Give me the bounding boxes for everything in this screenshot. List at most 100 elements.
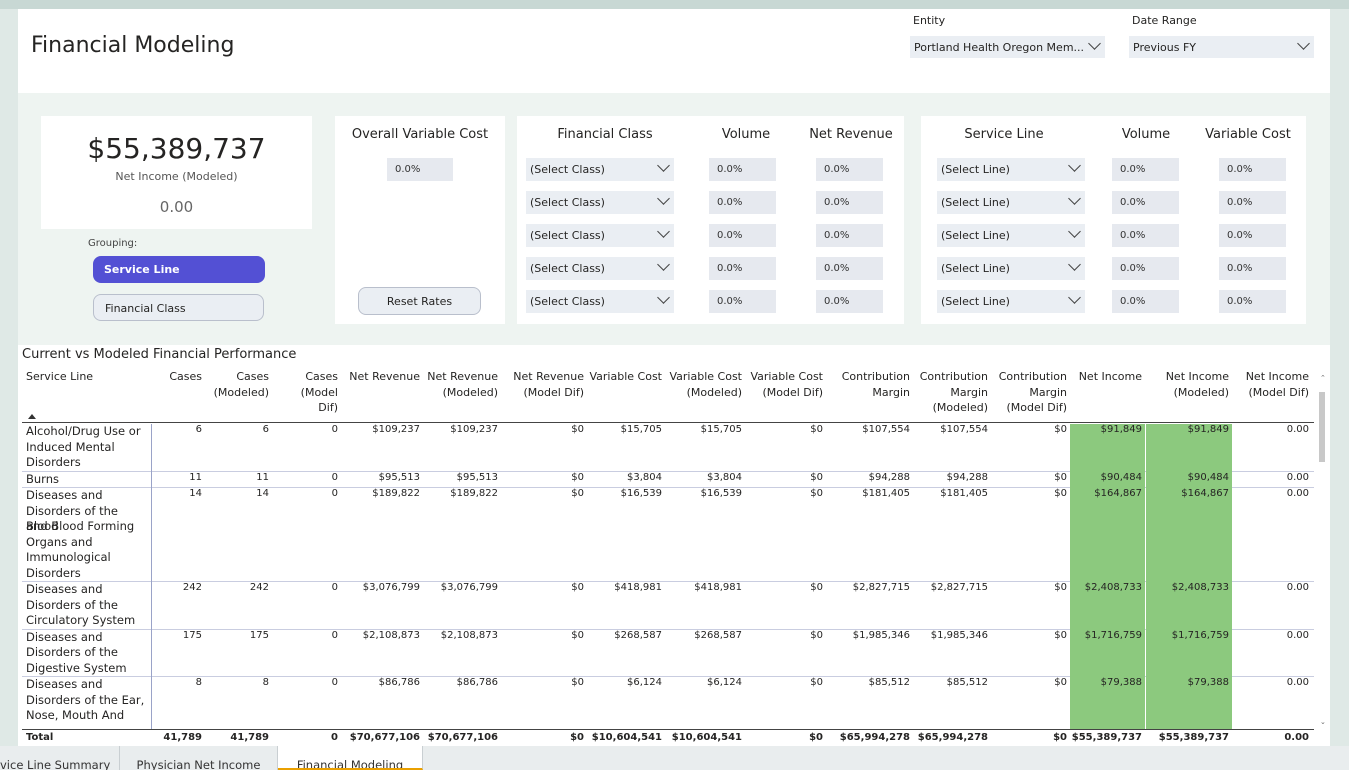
financial-class-net-revenue-input[interactable]: 0.0% (816, 224, 883, 247)
chevron-down-icon (1068, 192, 1081, 205)
table-row[interactable]: Alcohol/Drug Use or Induced Mental Disorde… (22, 424, 1314, 472)
table-cell: $0 (810, 471, 823, 483)
reset-rates-button[interactable]: Reset Rates (358, 287, 481, 315)
grouping-service-line-button[interactable]: Service Line (93, 256, 265, 283)
table-cell: $0 (1054, 424, 1067, 435)
total-cell: $65,994,278 (917, 732, 988, 743)
table-cell: $6,124 (707, 677, 742, 688)
financial-class-volume-input[interactable]: 0.0% (709, 257, 776, 280)
service-line-volume-input[interactable]: 0.0% (1112, 290, 1179, 313)
table-cell: $0 (1054, 629, 1067, 641)
table-col-header: Margin (872, 385, 910, 399)
table-cell: $86,786 (378, 677, 420, 688)
table-row[interactable]: Diseases and Disorders of the Blood and Bl… (22, 488, 1314, 582)
tab-financial-modeling[interactable]: Financial Modeling (278, 746, 423, 770)
table-row[interactable]: Diseases and Disorders of the Ear, Nose, M… (22, 677, 1314, 729)
financial-class-volume-input[interactable]: 0.0% (709, 191, 776, 214)
table-cell: $189,822 (450, 488, 498, 499)
financial-class-volume-input[interactable]: 0.0% (709, 290, 776, 313)
financial-class-net-revenue-input[interactable]: 0.0% (816, 257, 883, 280)
table-cell: 0.00 (1286, 424, 1309, 435)
table-cell: $15,705 (700, 424, 742, 435)
service-line-variable-cost-input[interactable]: 0.0% (1219, 191, 1286, 214)
table-cell: 0 (331, 471, 338, 483)
table-header-divider (22, 422, 1314, 423)
table-cell: $2,827,715 (852, 582, 910, 593)
row-label: Alcohol/Drug Use or (26, 424, 141, 438)
total-cell: $0 (570, 732, 584, 743)
financial-class-volume-input[interactable]: 0.0% (709, 158, 776, 181)
table-col-header: Variable Cost (589, 370, 663, 383)
chevron-down-icon (657, 225, 670, 238)
table-row[interactable]: Burns 11 11 0 $95,513 $95,513 $0 $3,804 $3,804 $0… (22, 472, 1314, 489)
tab-service-line-summary[interactable]: vice Line Summary (0, 746, 120, 770)
table-col-header: Cases (169, 370, 202, 383)
financial-class-card (517, 116, 904, 324)
total-cell: $0 (1053, 732, 1067, 743)
table-cell: 8 (262, 677, 269, 688)
service-line-select[interactable]: (Select Line) (937, 224, 1085, 247)
table-cell: $85,512 (946, 677, 988, 688)
scroll-down-icon[interactable]: ⌄ (1320, 718, 1326, 726)
chevron-down-icon (657, 258, 670, 271)
total-cell: $55,389,737 (1071, 732, 1142, 743)
service-line-variable-cost-input[interactable]: 0.0% (1219, 158, 1286, 181)
financial-class-net-revenue-input[interactable]: 0.0% (816, 191, 883, 214)
total-cell: $65,994,278 (839, 732, 910, 743)
financial-class-select[interactable]: (Select Class) (526, 191, 674, 214)
service-line-select[interactable]: (Select Line) (937, 158, 1085, 181)
table-scrollbar[interactable]: ⌃ ⌄ (1318, 372, 1327, 732)
scrollbar-thumb[interactable] (1319, 392, 1325, 462)
financial-class-select[interactable]: (Select Class) (526, 257, 674, 280)
row-label: Digestive System (26, 660, 127, 675)
financial-class-select[interactable]: (Select Class) (526, 224, 674, 247)
financial-class-select-value: (Select Class) (530, 262, 605, 275)
net-income-modeled-highlight (1146, 424, 1232, 729)
financial-class-select[interactable]: (Select Class) (526, 290, 674, 313)
service-line-variable-cost-input[interactable]: 0.0% (1219, 290, 1286, 313)
label-column-divider (151, 424, 152, 729)
chevron-down-icon (657, 192, 670, 205)
overall-variable-cost-input[interactable]: 0.0% (387, 158, 453, 181)
table-col-header: (Model Dif) (523, 385, 584, 399)
scroll-up-icon[interactable]: ⌃ (1320, 374, 1326, 382)
service-line-variable-cost-input[interactable]: 0.0% (1219, 224, 1286, 247)
table-cell: $2,827,715 (930, 582, 988, 593)
financial-class-net-revenue-input[interactable]: 0.0% (816, 158, 883, 181)
sort-ascending-icon[interactable] (28, 414, 36, 419)
row-label: Diseases and (26, 582, 103, 596)
table-cell: $0 (1054, 471, 1067, 483)
financial-class-net-revenue-input[interactable]: 0.0% (816, 290, 883, 313)
table-cell: $79,388 (1100, 677, 1142, 688)
table-col-header: Net Income (1245, 370, 1309, 383)
table-cell: $91,849 (1100, 424, 1142, 435)
date-range-dropdown[interactable]: Previous FY (1129, 36, 1314, 58)
service-line-variable-cost-input[interactable]: 0.0% (1219, 257, 1286, 280)
service-line-select[interactable]: (Select Line) (937, 290, 1085, 313)
row-label: Disorders of the Blood (26, 503, 118, 534)
table-row[interactable]: Diseases and Disorders of the Digestive Sy… (22, 630, 1314, 678)
table-col-header: Cases (236, 370, 269, 383)
grouping-financial-class-button[interactable]: Financial Class (93, 294, 264, 321)
total-cell: 41,789 (163, 732, 202, 743)
table-cell: 175 (182, 629, 202, 641)
financial-class-volume-input[interactable]: 0.0% (709, 224, 776, 247)
chevron-down-icon (1297, 37, 1310, 50)
financial-class-col-header: Volume (721, 127, 771, 142)
service-line-select-value: (Select Line) (941, 262, 1010, 275)
service-line-volume-input[interactable]: 0.0% (1112, 257, 1179, 280)
table-cell: 14 (189, 488, 202, 499)
chevron-down-icon (1068, 225, 1081, 238)
kpi-secondary-value: 0.00 (159, 198, 194, 216)
service-line-volume-input[interactable]: 0.0% (1112, 191, 1179, 214)
service-line-volume-input[interactable]: 0.0% (1112, 224, 1179, 247)
entity-dropdown[interactable]: Portland Health Oregon Mem... (910, 36, 1105, 58)
table-cell: 6 (195, 424, 202, 435)
service-line-select[interactable]: (Select Line) (937, 191, 1085, 214)
table-cell: $95,513 (378, 471, 420, 483)
financial-class-select[interactable]: (Select Class) (526, 158, 674, 181)
service-line-select[interactable]: (Select Line) (937, 257, 1085, 280)
service-line-volume-input[interactable]: 0.0% (1112, 158, 1179, 181)
tab-physician-net-income[interactable]: Physician Net Income (120, 746, 278, 770)
table-row[interactable]: Diseases and Disorders of the Circulatory … (22, 582, 1314, 630)
